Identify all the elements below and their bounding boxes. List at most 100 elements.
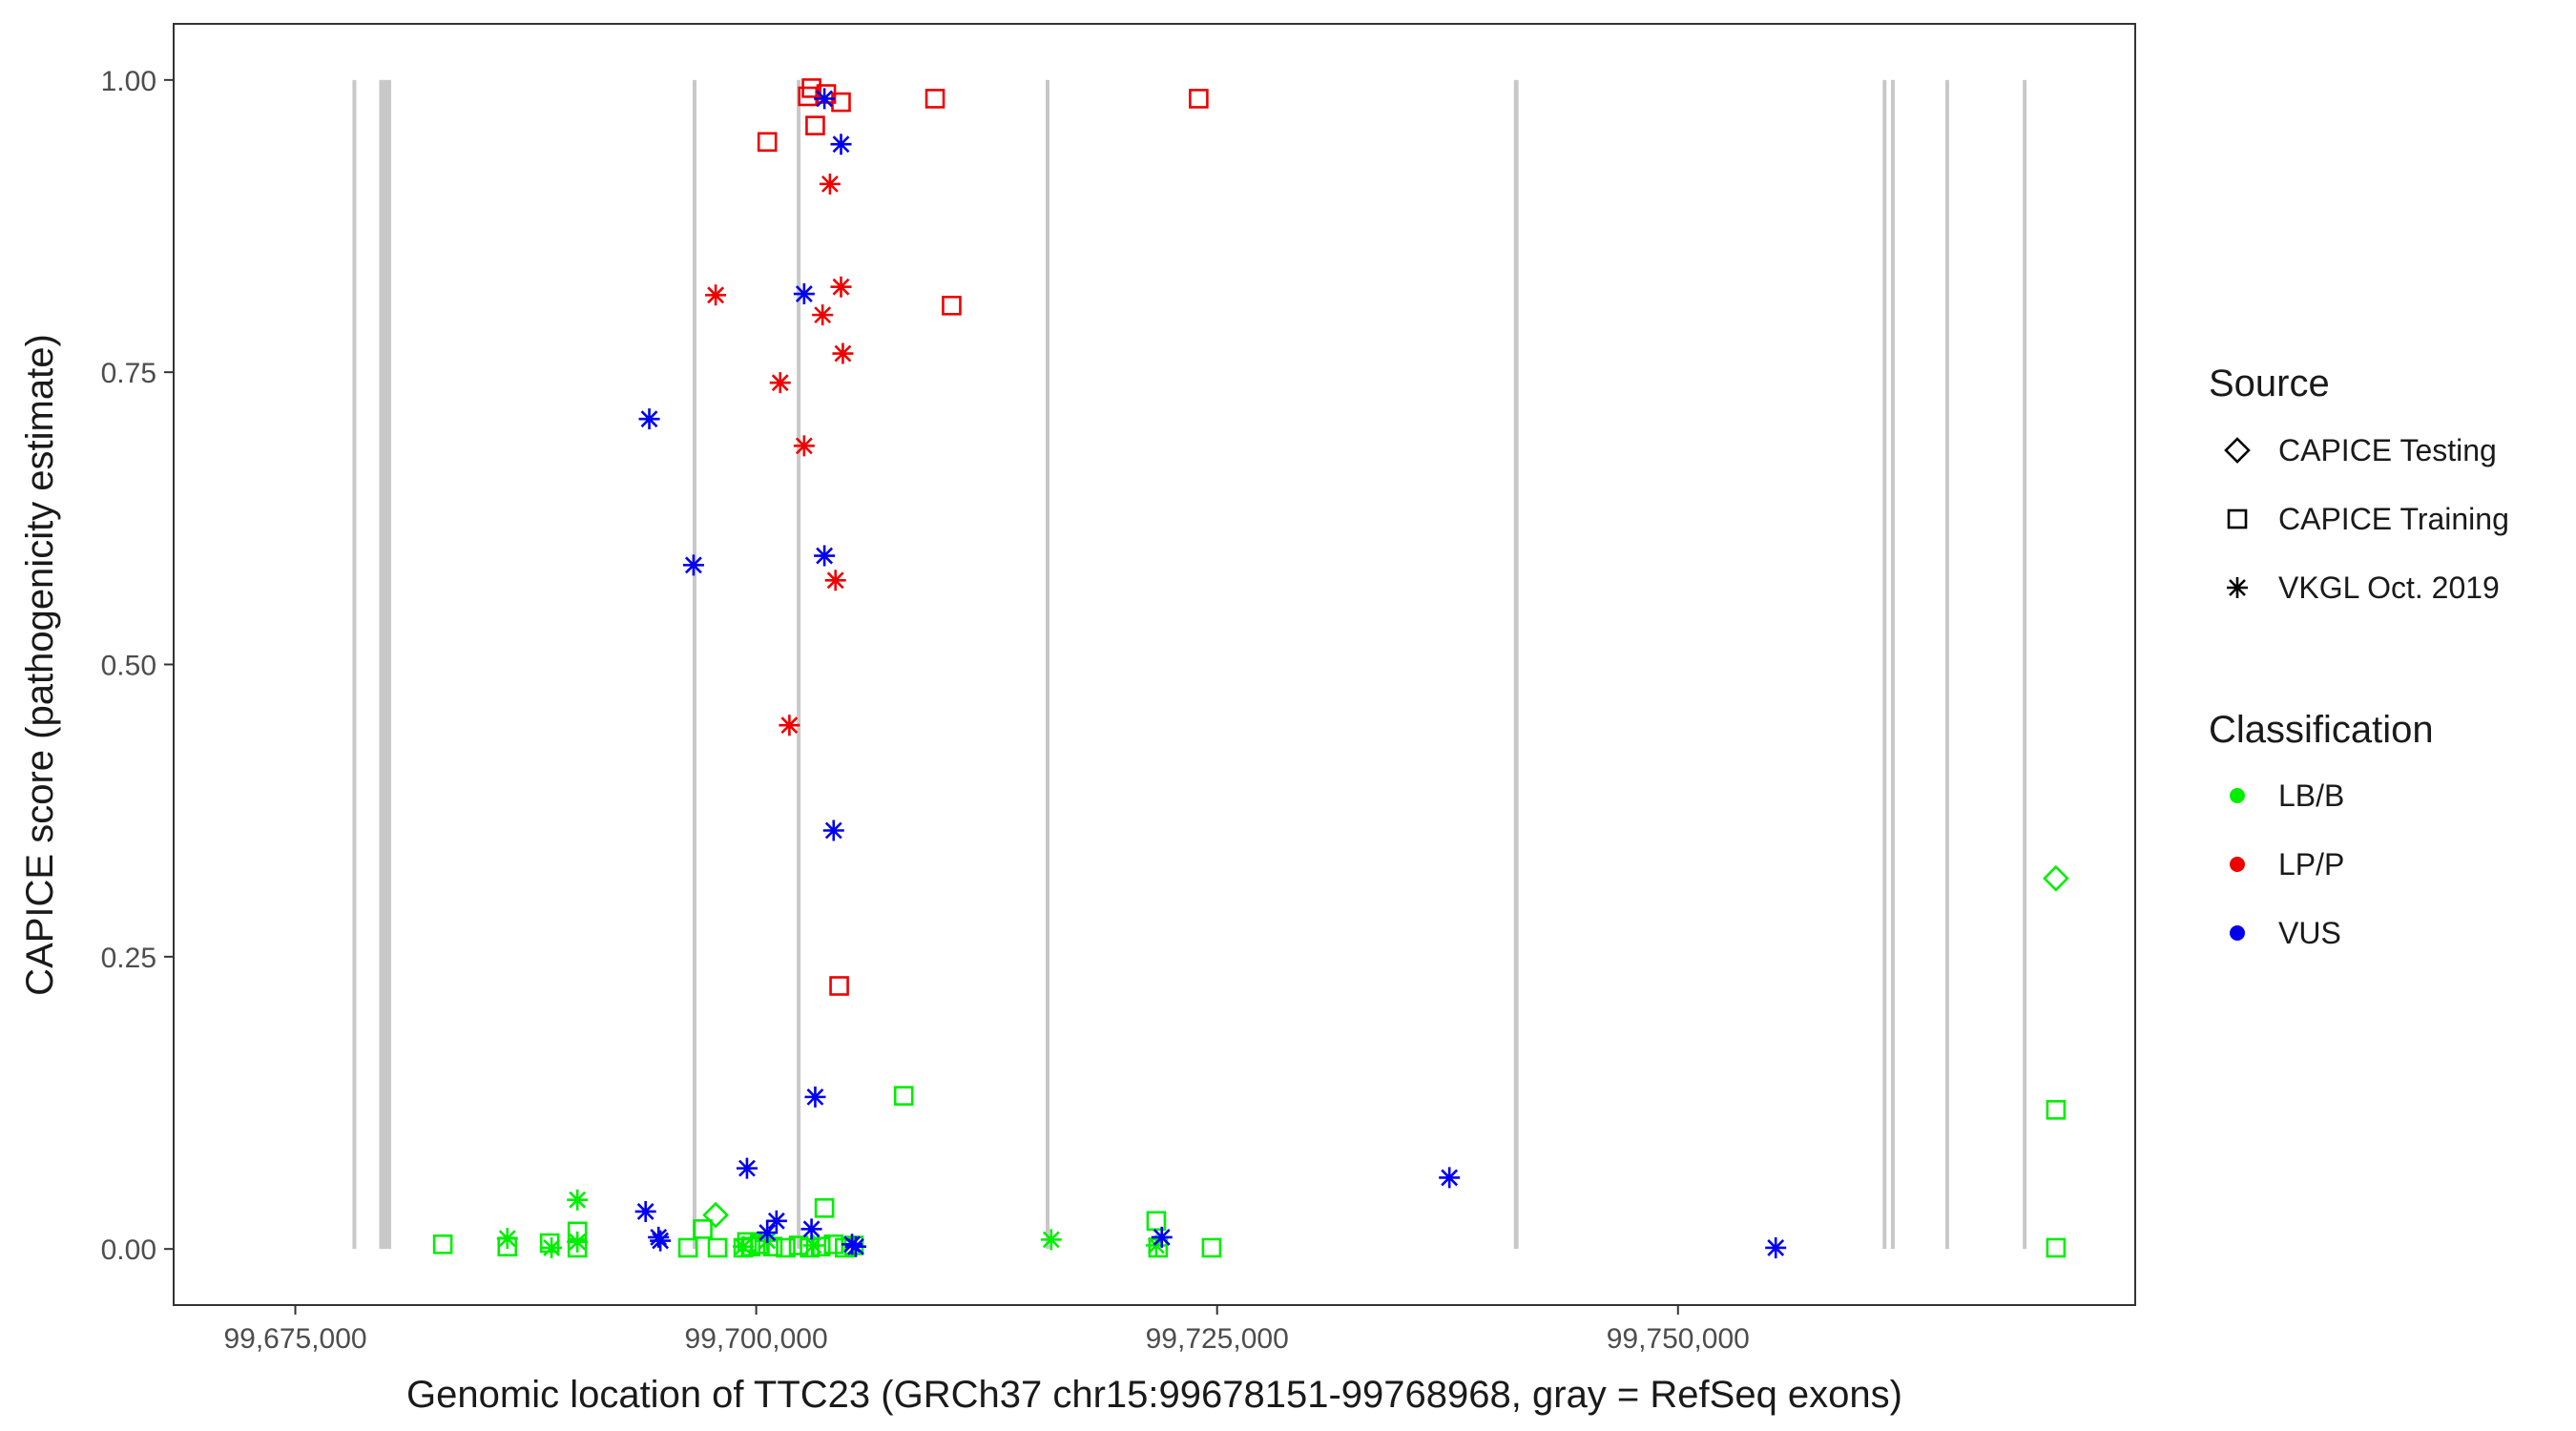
data-point bbox=[832, 342, 854, 364]
data-point bbox=[824, 570, 846, 591]
exon-marker-9 bbox=[1944, 79, 1949, 1250]
legend: Source CAPICE Testing CAPICE Training VKGL… bbox=[2209, 363, 2509, 950]
data-point bbox=[793, 435, 815, 457]
legend-label: VUS bbox=[2278, 916, 2341, 950]
data-point bbox=[893, 1086, 914, 1106]
data-point bbox=[1040, 1229, 1062, 1251]
legend-key-square bbox=[2227, 508, 2248, 529]
plot-panel-background bbox=[174, 24, 2135, 1305]
data-point bbox=[757, 1222, 779, 1244]
data-point bbox=[541, 1236, 563, 1258]
data-point bbox=[831, 92, 851, 113]
data-point bbox=[702, 1201, 729, 1229]
legend-label: LP/P bbox=[2278, 847, 2344, 881]
x-axis-title: Genomic location of TTC23 (GRCh37 chr15:… bbox=[406, 1374, 1902, 1416]
exon-marker-5 bbox=[1045, 79, 1049, 1250]
data-point bbox=[814, 88, 836, 110]
exon-marker-7 bbox=[1882, 79, 1887, 1250]
y-tick-label: 0.75 bbox=[101, 358, 156, 389]
y-tick-label: 0.50 bbox=[101, 651, 156, 682]
y-tick-label: 0.25 bbox=[101, 943, 156, 974]
data-point bbox=[793, 283, 815, 305]
data-point bbox=[2046, 1100, 2067, 1120]
legend-label: CAPICE Testing bbox=[2278, 433, 2497, 467]
data-point bbox=[638, 408, 660, 430]
data-point bbox=[829, 976, 849, 996]
legend-title-classification: Classification bbox=[2209, 709, 2434, 751]
legend-key-dot bbox=[2230, 857, 2245, 872]
legend-title-source: Source bbox=[2209, 363, 2330, 404]
data-point bbox=[800, 1237, 820, 1258]
data-point bbox=[924, 89, 945, 109]
exon-marker-4 bbox=[797, 79, 801, 1250]
data-point bbox=[800, 1218, 822, 1240]
data-point bbox=[1146, 1211, 1167, 1232]
x-tick-label: 99,675,000 bbox=[223, 1323, 366, 1355]
x-tick-label: 99,700,000 bbox=[685, 1323, 828, 1355]
data-point bbox=[2046, 1237, 2067, 1258]
data-point bbox=[496, 1228, 518, 1250]
data-point bbox=[2043, 864, 2069, 892]
data-point bbox=[705, 284, 727, 306]
data-point bbox=[757, 132, 778, 153]
data-point bbox=[844, 1235, 866, 1257]
data-point bbox=[1765, 1236, 1787, 1258]
exon-marker-3 bbox=[692, 79, 696, 1250]
data-point bbox=[677, 1237, 698, 1258]
data-point bbox=[682, 554, 704, 576]
exon-marker-2 bbox=[379, 79, 392, 1250]
data-point bbox=[814, 1197, 835, 1218]
data-point bbox=[1439, 1167, 1461, 1189]
data-point bbox=[432, 1234, 453, 1255]
y-tick-label: 1.00 bbox=[101, 66, 156, 97]
data-point bbox=[567, 1189, 589, 1211]
legend-key-dot bbox=[2230, 925, 2245, 941]
data-point bbox=[830, 276, 852, 298]
legend-key-dot bbox=[2230, 788, 2245, 803]
legend-classification-entries: LB/B LP/P VUS bbox=[2230, 778, 2344, 950]
data-point bbox=[804, 1086, 826, 1108]
y-tick-label: 0.00 bbox=[101, 1234, 156, 1266]
legend-key-diamond bbox=[2224, 437, 2251, 464]
data-point bbox=[830, 134, 852, 156]
exon-marker-1 bbox=[352, 79, 357, 1250]
data-point bbox=[805, 115, 825, 135]
data-point bbox=[1151, 1226, 1173, 1248]
data-point bbox=[776, 1237, 796, 1258]
data-point bbox=[539, 1233, 560, 1254]
x-axis: 99,675,000 99,700,000 99,725,000 99,750,000 bbox=[223, 1305, 1750, 1355]
y-axis: 0.00 0.25 0.50 0.75 1.00 bbox=[101, 66, 174, 1266]
legend-label: CAPICE Training bbox=[2278, 502, 2509, 536]
data-point bbox=[650, 1230, 672, 1252]
exon-markers bbox=[352, 79, 2027, 1250]
data-point bbox=[1145, 1234, 1167, 1256]
data-point bbox=[822, 819, 844, 841]
legend-key-asterisk bbox=[2227, 577, 2248, 598]
legend-source-entries: CAPICE Testing CAPICE Training VKGL Oct. 2… bbox=[2224, 433, 2509, 605]
x-tick-label: 99,750,000 bbox=[1607, 1323, 1750, 1355]
data-point bbox=[733, 1235, 755, 1257]
data-point bbox=[814, 545, 836, 567]
data-point bbox=[634, 1200, 656, 1222]
exon-marker-8 bbox=[1890, 79, 1895, 1250]
data-point bbox=[1189, 89, 1209, 109]
data-point bbox=[567, 1231, 589, 1253]
data-point bbox=[765, 1210, 787, 1232]
data-point bbox=[707, 1237, 728, 1258]
data-point bbox=[802, 1234, 824, 1256]
exon-marker-10 bbox=[2023, 79, 2027, 1250]
data-point bbox=[736, 1157, 758, 1179]
data-points bbox=[432, 78, 2069, 1258]
data-point bbox=[1201, 1237, 1222, 1258]
data-point bbox=[819, 173, 841, 195]
data-point bbox=[769, 372, 791, 394]
data-point bbox=[693, 1219, 713, 1239]
exon-marker-6 bbox=[1513, 79, 1519, 1250]
data-point bbox=[812, 304, 834, 326]
legend-label: VKGL Oct. 2019 bbox=[2278, 570, 2500, 605]
legend-label: LB/B bbox=[2278, 778, 2344, 813]
data-point bbox=[942, 296, 962, 316]
x-tick-label: 99,725,000 bbox=[1146, 1323, 1289, 1355]
y-axis-title: CAPICE score (pathogenicity estimate) bbox=[19, 334, 61, 996]
